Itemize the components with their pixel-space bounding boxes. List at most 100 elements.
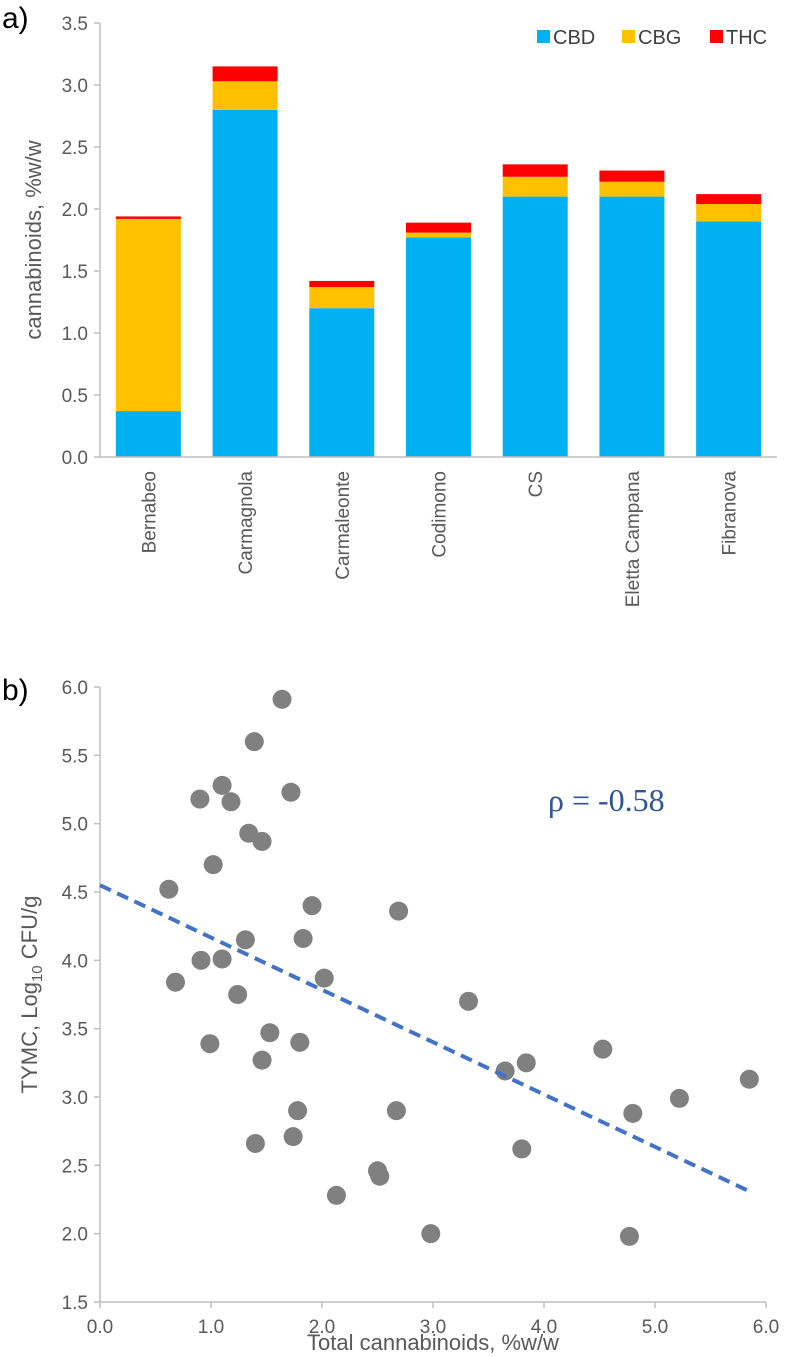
bar-chart-y-tick-label: 1.0 bbox=[62, 324, 88, 345]
scatter-point bbox=[252, 1050, 272, 1070]
scatter-x-tick-label: 0.0 bbox=[87, 1317, 113, 1338]
scatter-point bbox=[386, 1101, 406, 1121]
bar-chart-y-tick-label: 0.5 bbox=[62, 386, 88, 407]
bar-chart-y-axis-title: cannabinoids, %w/w bbox=[21, 140, 46, 339]
bar-cbg-carmaleonte bbox=[309, 287, 375, 309]
scatter-point bbox=[389, 901, 409, 921]
bar-chart-x-tick-label: Codimono bbox=[430, 471, 451, 558]
bar-chart-x-tick-label: Carmaleonte bbox=[333, 471, 354, 580]
bar-chart-x-ticks: Bernabeo Carmagnola Carmaleonte Codimono CS E… bbox=[139, 471, 740, 608]
bar-cbd-carmaleonte bbox=[309, 308, 375, 457]
scatter-point bbox=[203, 855, 223, 875]
scatter-point bbox=[314, 968, 334, 988]
scatter-x-tick-label: 5.0 bbox=[642, 1317, 668, 1338]
bar-thc-bernabeo bbox=[115, 216, 181, 219]
scatter-y-tick-label: 5.0 bbox=[62, 815, 88, 836]
legend-label-cbg: CBG bbox=[638, 27, 681, 49]
bar-chart-x-tick-label: Carmagnola bbox=[236, 471, 257, 575]
scatter-x-tick-label: 2.0 bbox=[309, 1317, 335, 1338]
trend-line bbox=[99, 883, 751, 1194]
scatter-y-axis-title-prefix: TYMC, Log bbox=[17, 982, 42, 1093]
bar-cbg-codimono bbox=[406, 232, 471, 238]
bar-cbd-codimono bbox=[406, 237, 471, 457]
scatter-point bbox=[235, 930, 255, 950]
scatter-point bbox=[669, 1088, 689, 1108]
scatter-x-tick-label: 4.0 bbox=[531, 1317, 557, 1338]
legend-swatch-cbd bbox=[537, 30, 550, 43]
scatter-point bbox=[212, 775, 232, 795]
legend-label-thc: THC bbox=[726, 27, 767, 49]
legend-label-cbd: CBD bbox=[553, 27, 595, 49]
scatter-y-tick-label: 2.0 bbox=[62, 1225, 88, 1246]
bar-thc-codimono bbox=[406, 222, 471, 233]
scatter-point bbox=[283, 1127, 303, 1147]
scatter-y-axis-title: TYMC, Log10 CFU/g bbox=[17, 896, 46, 1094]
bar-cbd-bernabeo bbox=[115, 411, 181, 457]
scatter-point bbox=[421, 1224, 441, 1244]
bar-cbg-carmagnola bbox=[212, 81, 278, 110]
bar-thc-carmagnola bbox=[212, 66, 278, 82]
bar-chart-y-tick-label: 3.0 bbox=[62, 76, 88, 97]
bar-cbg-cs bbox=[502, 176, 568, 197]
scatter-point bbox=[370, 1166, 390, 1186]
scatter-points-group bbox=[159, 689, 759, 1246]
scatter-y-tick-label: 1.5 bbox=[62, 1293, 88, 1314]
scatter-point bbox=[302, 896, 322, 916]
scatter-point bbox=[244, 732, 264, 752]
scatter-y-tick-label: 5.5 bbox=[62, 746, 88, 767]
legend-swatch-cbg bbox=[622, 30, 635, 43]
scatter-point bbox=[593, 1039, 613, 1059]
bar-thc-eletta-campana bbox=[599, 170, 665, 182]
scatter-y-tick-label: 6.0 bbox=[62, 678, 88, 699]
scatter-point bbox=[516, 1053, 536, 1073]
scatter-point bbox=[512, 1139, 532, 1159]
scatter-y-tick-label: 4.0 bbox=[62, 951, 88, 972]
scatter-y-tick-label: 2.5 bbox=[62, 1156, 88, 1177]
scatter-chart-panel: b) TYMC, Log10 CFU/g Total cannabinoids,… bbox=[2, 674, 779, 1355]
bar-thc-carmaleonte bbox=[309, 280, 375, 288]
bar-thc-cs bbox=[502, 164, 568, 177]
scatter-y-tick-label: 3.5 bbox=[62, 1020, 88, 1041]
bar-series-group bbox=[115, 66, 762, 458]
scatter-x-tick-label: 3.0 bbox=[420, 1317, 446, 1338]
scatter-point bbox=[221, 792, 241, 812]
scatter-point bbox=[326, 1185, 346, 1205]
bar-cbg-eletta-campana bbox=[599, 181, 665, 197]
legend-swatch-thc bbox=[710, 30, 723, 43]
scatter-point bbox=[459, 991, 479, 1011]
correlation-annotation: ρ = -0.58 bbox=[548, 782, 665, 818]
bar-chart-x-tick-label: Fibranova bbox=[720, 471, 741, 556]
scatter-y-tick-label: 3.0 bbox=[62, 1088, 88, 1109]
scatter-y-tick-label: 4.5 bbox=[62, 883, 88, 904]
bar-chart-y-tick-label: 2.0 bbox=[62, 200, 88, 221]
scatter-point bbox=[288, 1101, 308, 1121]
bar-cbd-carmagnola bbox=[212, 109, 278, 458]
scatter-point bbox=[159, 879, 179, 899]
bar-cbg-bernabeo bbox=[115, 218, 181, 412]
bar-chart-legend: CBD CBG THC bbox=[537, 27, 767, 49]
bar-chart-x-tick-label: Bernabeo bbox=[139, 471, 160, 553]
bar-chart-y-tick-label: 2.5 bbox=[62, 138, 88, 159]
scatter-point bbox=[191, 950, 211, 970]
bar-chart-y-ticks: 0.0 0.5 1.0 1.5 2.0 2.5 3.0 3.5 bbox=[62, 14, 100, 469]
scatter-point bbox=[190, 789, 210, 809]
panel-a-label: a) bbox=[2, 2, 29, 35]
scatter-point bbox=[165, 972, 185, 992]
scatter-x-axis-title: Total cannabinoids, %w/w bbox=[307, 1330, 559, 1355]
scatter-point bbox=[290, 1032, 310, 1052]
scatter-point bbox=[272, 689, 292, 709]
scatter-y-axis-title-subscript: 10 bbox=[29, 965, 46, 982]
scatter-point bbox=[739, 1069, 759, 1089]
scatter-point bbox=[293, 928, 313, 948]
scatter-x-tick-label: 1.0 bbox=[198, 1317, 224, 1338]
bar-cbd-eletta-campana bbox=[599, 196, 665, 457]
bar-cbg-fibranova bbox=[696, 204, 762, 222]
bar-cbd-fibranova bbox=[696, 221, 762, 457]
bar-chart-y-tick-label: 1.5 bbox=[62, 262, 88, 283]
scatter-point bbox=[619, 1226, 639, 1246]
scatter-point bbox=[245, 1133, 265, 1153]
scatter-point bbox=[200, 1034, 220, 1054]
bar-chart-panel: a) cannabinoids, %w/w 0.0 0.5 1.0 1.5 2.0 2.5… bbox=[2, 2, 777, 607]
panel-b-label: b) bbox=[2, 674, 29, 707]
scatter-point bbox=[260, 1023, 280, 1043]
